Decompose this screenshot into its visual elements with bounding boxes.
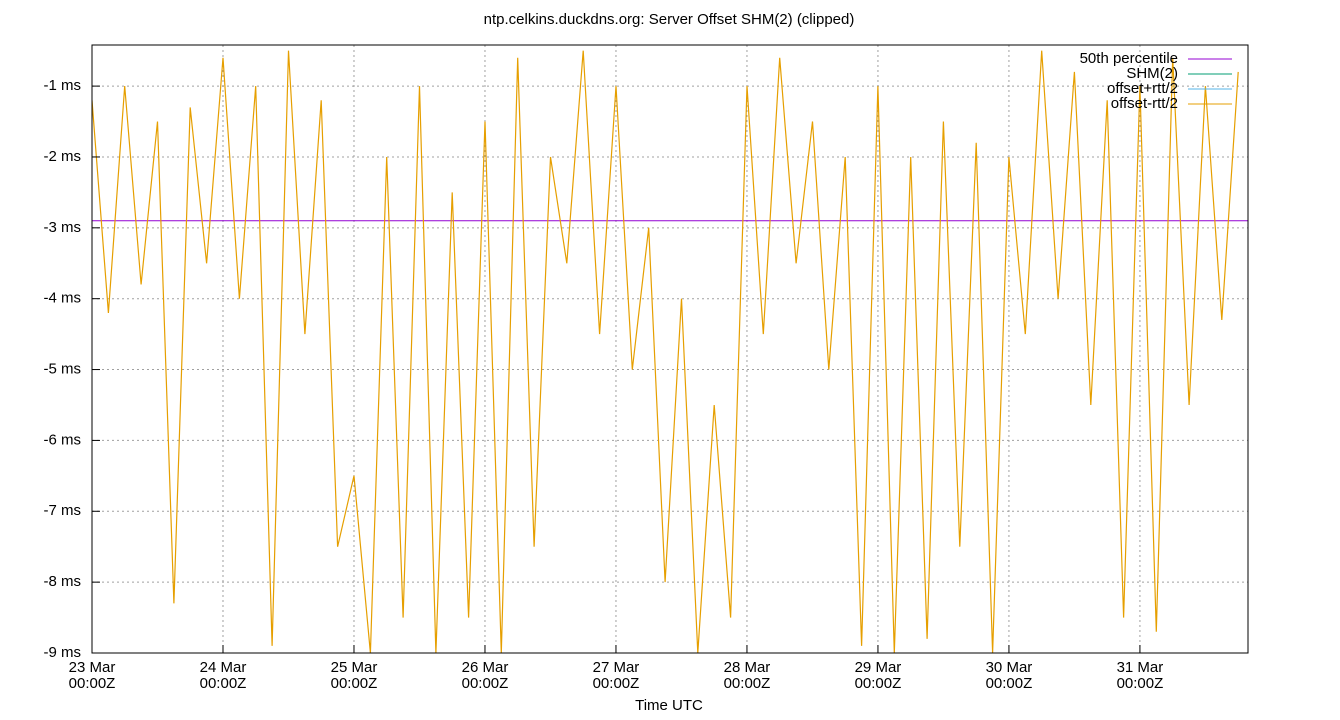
legend-label: offset-rtt/2 — [1111, 95, 1178, 112]
x-tick-label: 31 Mar 00:00Z — [1116, 659, 1164, 692]
x-tick-label: 30 Mar 00:00Z — [985, 659, 1033, 692]
x-tick-label: 26 Mar 00:00Z — [461, 659, 509, 692]
y-tick-label: -3 ms — [44, 219, 82, 236]
plot-frame — [91, 44, 1249, 654]
x-axis-label: Time UTC — [635, 697, 703, 714]
x-tick-label: 27 Mar 00:00Z — [592, 659, 640, 692]
y-tick-label: -7 ms — [44, 502, 82, 519]
x-tick-label: 25 Mar 00:00Z — [330, 659, 378, 692]
grid — [91, 45, 1248, 654]
y-tick-label: -5 ms — [44, 361, 82, 378]
chart-title: ntp.celkins.duckdns.org: Server Offset S… — [484, 11, 855, 28]
legend-label: SHM(2) — [1126, 65, 1178, 82]
legend-label: 50th percentile — [1080, 50, 1178, 67]
axes: -1 ms -2 ms -3 ms -4 ms -5 ms -6 ms -7 ms -8 ms… — [44, 77, 1141, 661]
x-tick-label: 28 Mar 00:00Z — [723, 659, 771, 692]
y-tick-label: -2 ms — [44, 148, 82, 165]
y-tick-label: -4 ms — [44, 290, 82, 307]
series-line — [92, 50, 1239, 653]
legend-label: offset+rtt/2 — [1107, 80, 1178, 97]
x-tick-label: 23 Mar 00:00Z — [68, 659, 116, 692]
x-tick-label: 24 Mar 00:00Z — [199, 659, 247, 692]
x-tick-label: 29 Mar 00:00Z — [854, 659, 902, 692]
legend: 50th percentileSHM(2)offset+rtt/2offset-… — [1080, 50, 1232, 112]
y-tick-label: -9 ms — [44, 644, 82, 661]
y-tick-label: -1 ms — [44, 77, 82, 94]
y-tick-label: -6 ms — [44, 431, 82, 448]
y-tick-label: -8 ms — [44, 573, 82, 590]
plot-area — [92, 50, 1248, 653]
